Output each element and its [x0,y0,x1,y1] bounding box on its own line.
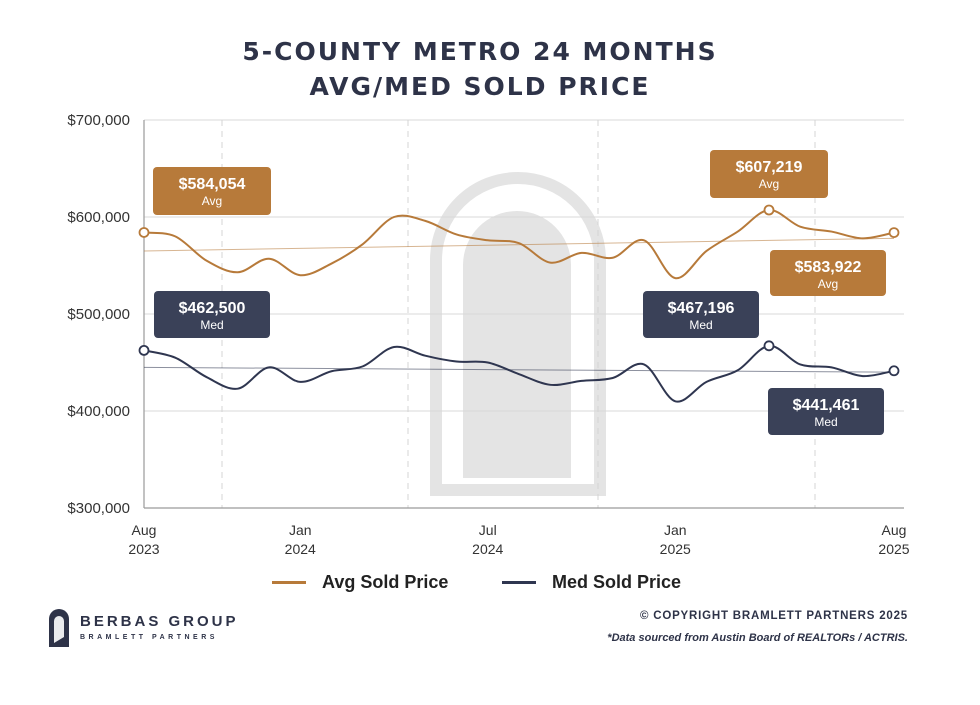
annotation-value: $607,219 [736,159,803,176]
annotation-badge-bg [710,150,828,198]
annotation-label: Avg [759,177,779,191]
annotation-label: Med [689,318,712,332]
brand-logo: BERBAS GROUP BRAMLETT PARTNERS [48,607,239,647]
data-source-note: *Data sourced from Austin Board of REALT… [607,632,908,644]
data-point-med [888,365,900,377]
y-tick-label: $300,000 [67,500,130,517]
brand-subtitle: BRAMLETT PARTNERS [80,634,218,641]
annotation-label: Avg [818,277,838,291]
brand-name: BERBAS GROUP [80,613,239,630]
data-point-avg [888,227,900,238]
annotation-value: $583,922 [795,259,862,276]
x-tick-label: Aug [132,522,157,538]
annotation-label: Med [814,415,837,429]
watermark-arch-icon [430,172,606,496]
annotation-badge-bg [153,167,271,215]
copyright-text: © COPYRIGHT BRAMLETT PARTNERS 2025 [639,610,908,622]
annotation-badge-bg [154,291,270,338]
legend-med-swatch [502,581,536,584]
data-point-avg [138,227,150,238]
x-tick-label: 2025 [660,541,691,557]
chart-title-line2: AVG/MED SOLD PRICE [309,72,651,101]
x-tick-label: 2023 [128,541,159,557]
annotation-value: $584,054 [179,176,246,193]
x-tick-label: Jan [664,522,687,538]
legend-med: Med Sold Price [502,572,681,593]
x-tick-label: 2025 [878,541,909,557]
annotation-badge-bg [768,388,884,435]
annotation-value: $467,196 [668,300,735,317]
trendline-avg [143,237,895,252]
y-tick-label: $400,000 [67,403,130,420]
chart-title: 5-COUNTY METRO 24 MONTHS AVG/MED SOLD PR… [0,34,960,104]
y-tick-label: $500,000 [67,306,130,323]
data-point-avg [763,204,775,216]
x-tick-label: Aug [882,522,907,538]
legend-med-label: Med Sold Price [552,572,682,592]
annotation-value: $441,461 [793,397,860,414]
legend-avg-swatch [272,581,306,584]
data-point-med [138,344,150,356]
chart-canvas: $300,000 $400,000 $500,000 $600,000 $700,000… [67,112,909,557]
watermark-arch-fill [463,211,571,478]
x-tick-label: 2024 [285,541,316,557]
annotation-badge-bg [643,291,759,338]
annotation-value: $462,500 [179,300,246,317]
chart-title-line1: 5-COUNTY METRO 24 MONTHS [242,37,718,66]
x-tick-label: Jan [289,522,312,538]
legend-avg-label: Avg Sold Price [322,572,449,592]
annotation-badge-bg [770,250,886,296]
arch-logo-icon [49,609,69,647]
y-tick-label: $600,000 [67,209,130,226]
annotation-label: Avg [202,194,222,208]
y-tick-label: $700,000 [67,112,130,129]
x-tick-label: Jul [479,522,497,538]
data-point-med [763,340,775,352]
annotation-label: Med [200,318,223,332]
legend-avg: Avg Sold Price [272,572,448,593]
x-tick-label: 2024 [472,541,503,557]
